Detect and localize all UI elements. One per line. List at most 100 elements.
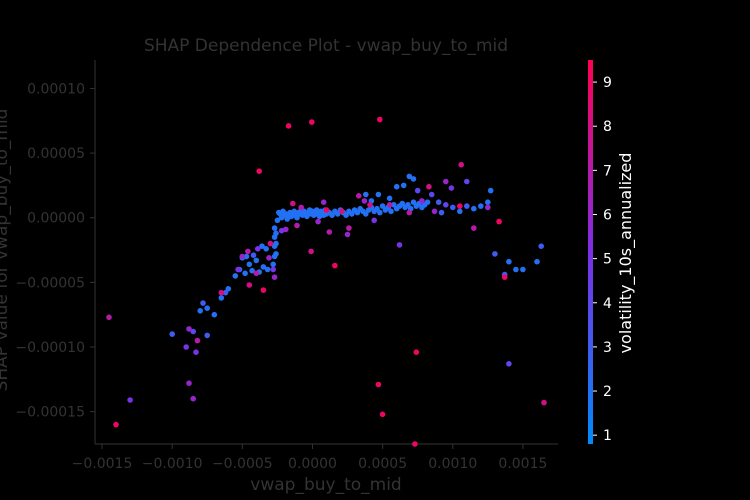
data-point (253, 270, 260, 277)
data-point (246, 261, 253, 268)
data-point (501, 274, 508, 281)
data-point (414, 187, 421, 194)
y-tick-label: −0.00015 (15, 405, 85, 421)
x-tick-label: 0.0005 (358, 456, 407, 472)
data-point (329, 212, 335, 218)
data-point (400, 182, 407, 189)
data-point (377, 209, 383, 216)
data-point (513, 266, 519, 273)
data-point (254, 246, 261, 252)
data-point (309, 119, 315, 125)
data-point (485, 199, 491, 205)
data-point (186, 326, 192, 332)
data-point (235, 266, 241, 273)
data-point (260, 264, 267, 270)
x-tick-label: −0.0005 (212, 456, 273, 472)
data-point (106, 314, 112, 321)
data-point (386, 202, 393, 208)
data-point (374, 205, 380, 212)
data-point (344, 231, 351, 238)
scatter-points (106, 116, 547, 447)
data-point (320, 199, 327, 205)
data-point (193, 349, 199, 356)
data-point (379, 203, 386, 209)
data-point (356, 193, 362, 199)
colorbar-tick-label: 9 (603, 75, 612, 91)
y-tick-label: −0.00010 (15, 340, 85, 356)
data-point (332, 262, 338, 269)
data-point (406, 173, 413, 180)
data-point (222, 289, 229, 296)
data-point (225, 286, 232, 292)
data-point (349, 211, 355, 217)
data-point (253, 257, 260, 264)
data-point (308, 248, 314, 255)
data-point (315, 218, 321, 225)
data-point (346, 225, 352, 231)
data-point (457, 203, 463, 209)
data-point (419, 198, 425, 204)
data-point (194, 337, 201, 344)
data-point (426, 183, 432, 190)
data-point (274, 217, 281, 224)
data-point (183, 344, 189, 350)
y-tick-label: −0.00005 (15, 275, 85, 291)
data-point (413, 349, 420, 356)
data-point (218, 295, 225, 301)
plot-axes (94, 60, 558, 445)
data-point (271, 225, 278, 231)
data-point (127, 397, 133, 403)
data-point (246, 282, 253, 288)
data-point (283, 226, 289, 233)
data-point (457, 208, 463, 215)
data-point (448, 185, 455, 191)
y-tick-label: 0.00010 (27, 81, 85, 97)
data-point (339, 208, 345, 215)
data-point (471, 205, 477, 212)
data-point (232, 273, 239, 279)
data-point (424, 199, 431, 205)
data-point (249, 267, 255, 274)
data-point (263, 246, 270, 252)
data-point (410, 176, 417, 182)
data-point (410, 199, 417, 205)
data-point (271, 274, 278, 281)
data-point (363, 191, 369, 198)
data-point (412, 441, 418, 447)
data-point (242, 270, 248, 277)
data-point (443, 202, 449, 208)
data-point (391, 202, 397, 208)
data-point (471, 225, 477, 231)
data-point (458, 161, 465, 168)
data-point (326, 229, 333, 235)
data-point (379, 411, 386, 418)
data-point (520, 266, 526, 273)
data-point (260, 287, 267, 293)
data-point (399, 200, 406, 207)
x-tick-label: −0.0010 (142, 456, 203, 472)
data-point (375, 381, 382, 388)
data-point (294, 222, 300, 229)
data-point (264, 266, 271, 273)
data-point (541, 399, 547, 406)
colorbar-tick-label: 8 (603, 119, 612, 135)
data-point (266, 254, 272, 261)
colorbar-label: volatility_10s_annualized (616, 153, 636, 354)
data-point (443, 178, 449, 185)
data-point (485, 204, 491, 211)
data-point (267, 240, 274, 247)
data-point (243, 253, 250, 260)
data-point (386, 195, 393, 202)
data-point (405, 202, 411, 208)
data-point (278, 227, 285, 234)
data-point (197, 308, 203, 314)
data-point (435, 199, 442, 205)
data-point (393, 183, 400, 190)
data-point (190, 328, 196, 335)
data-point (259, 243, 265, 249)
axis-ticks: −0.0015 −0.0010 −0.0005 0.0000 0.0005 0.0010 0… (15, 81, 547, 472)
data-point (538, 243, 544, 249)
data-point (377, 116, 383, 123)
data-point (298, 204, 305, 211)
